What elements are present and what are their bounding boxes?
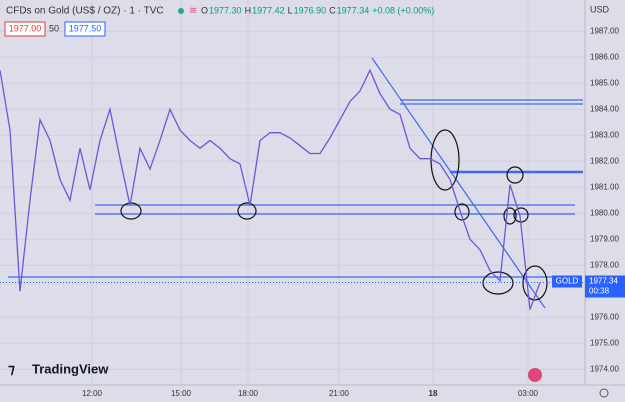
- symbol-label: GOLD: [556, 277, 579, 286]
- y-tick-label: 1984.00: [590, 104, 619, 113]
- y-tick-label: 1986.00: [590, 52, 619, 61]
- header: CFDs on Gold (US$ / OZ) · 1 · TVC ≋ O 197…: [4, 4, 610, 37]
- y-tick-label: 1987.00: [590, 26, 619, 35]
- ohlc-value: 1977.34: [337, 5, 370, 15]
- ohlc-key: H: [245, 5, 252, 15]
- y-tick-label: 1976.00: [590, 312, 619, 321]
- last-price-label: 1977.34: [589, 277, 618, 286]
- y-tick-label: 1981.00: [590, 182, 619, 191]
- logo: ⁊ TradingView: [8, 361, 109, 377]
- ask: 1977.50: [69, 23, 102, 33]
- ohlc-value: 1976.90: [294, 5, 327, 15]
- ellipse: [503, 207, 517, 225]
- y-tick-label: 1979.00: [590, 234, 619, 243]
- x-tick-label: 18: [429, 389, 438, 398]
- price-line: [0, 68, 541, 310]
- y-tick-label: 1980.00: [590, 208, 619, 217]
- status-dot: [178, 8, 184, 14]
- logo-icon: ⁊: [8, 361, 15, 377]
- ohlc-key: O: [201, 5, 208, 15]
- ellipse: [430, 129, 460, 191]
- spread: 50: [49, 23, 59, 33]
- ellipse: [506, 166, 524, 184]
- x-tick-label: 21:00: [329, 389, 350, 398]
- countdown: 00:38: [589, 287, 610, 296]
- bid-box: [4, 21, 46, 37]
- y-tick-label: 1974.00: [590, 365, 619, 374]
- y-tick-label: 1978.00: [590, 260, 619, 269]
- x-tick-label: 18:00: [238, 389, 259, 398]
- ask-box: [64, 21, 106, 37]
- y-tick-label: 1982.00: [590, 156, 619, 165]
- price-box: [585, 275, 625, 298]
- icon: ≋: [189, 6, 197, 17]
- ohlc-value: 1977.30: [209, 5, 242, 15]
- settings-icon[interactable]: [599, 388, 609, 398]
- chart-title: CFDs on Gold (US$ / OZ) · 1 · TVC: [6, 6, 164, 17]
- logo-text: TradingView: [32, 361, 109, 376]
- y-tick-label: 1985.00: [590, 78, 619, 87]
- ohlc-value: 1977.42: [252, 5, 285, 15]
- currency[interactable]: USD: [590, 4, 610, 14]
- plot: [0, 68, 541, 310]
- grid: [0, 0, 585, 385]
- change: +0.08 (+0.00%): [372, 5, 434, 15]
- trend-line: [371, 57, 546, 309]
- ellipse: [237, 202, 257, 220]
- x-tick-label: 12:00: [82, 389, 103, 398]
- x-tick-label: 15:00: [171, 389, 192, 398]
- y-tick-label: 1975.00: [590, 338, 619, 347]
- ohlc-key: L: [288, 5, 293, 15]
- ohlc-key: C: [329, 5, 336, 15]
- ohlc: O 1977.30 H 1977.42 L 1976.90 C 1977.34 +0.08 (+…: [201, 5, 434, 15]
- drawings: [8, 57, 583, 309]
- symbol-box: [552, 275, 582, 288]
- ellipse: [454, 203, 470, 221]
- y-tick-label: 1983.00: [590, 130, 619, 139]
- flash-icon[interactable]: [528, 368, 542, 382]
- x-tick-label: 03:00: [518, 389, 539, 398]
- bid: 1977.00: [9, 23, 42, 33]
